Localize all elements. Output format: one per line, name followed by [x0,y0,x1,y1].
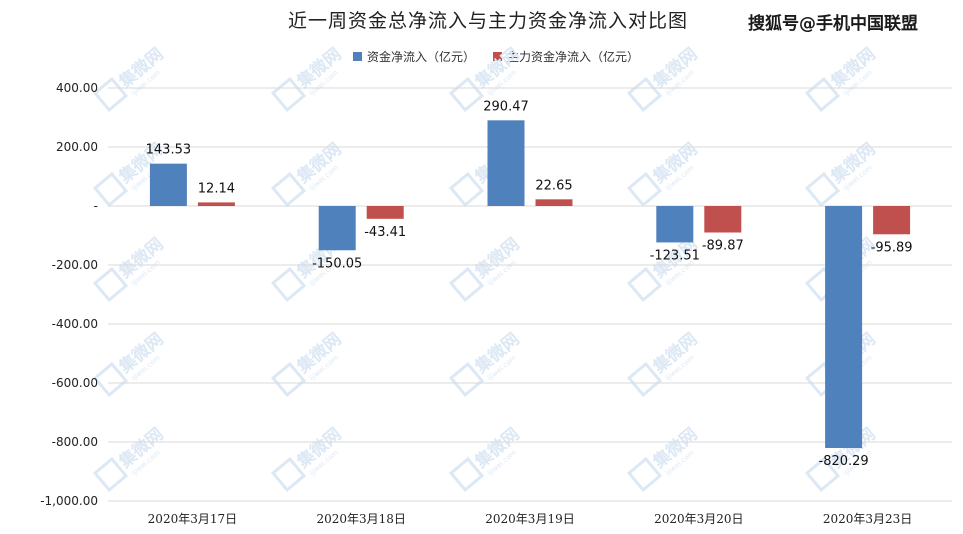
y-tick-label: -600.00 [52,376,98,390]
legend-item-series-2: 主力资金净流入（亿元） [493,48,639,65]
watermark-box [448,171,485,208]
watermark-box [626,266,663,303]
x-tick-label: 2020年3月20日 [654,512,743,526]
bar-2-2 [366,206,404,219]
y-tick-label: -400.00 [52,317,98,331]
watermark-box [92,456,129,493]
data-label: -820.29 [819,454,869,469]
watermark-box [92,76,129,113]
watermark-box [92,361,129,398]
watermark-box [804,171,841,208]
x-tick-label: 2020年3月18日 [316,512,405,526]
bar-2-1 [197,202,235,206]
watermark-box [270,361,307,398]
watermark-box [270,266,307,303]
watermark-box [626,361,663,398]
bar-2-5 [873,206,911,235]
data-label: 143.53 [146,143,192,158]
data-label: -43.41 [364,225,406,240]
watermark-box [270,456,307,493]
data-label: 22.65 [535,178,572,193]
bar-1-4 [656,206,694,243]
legend: 资金净流入（亿元） 主力资金净流入（亿元） [353,48,639,65]
bar-1-1 [149,163,187,206]
watermark-box [448,361,485,398]
source-label: 搜狐号@手机中国联盟 [748,14,918,34]
bar-1-5 [825,206,863,448]
watermark-box [448,76,485,113]
bar-1-2 [318,206,356,251]
legend-swatch-series-1 [353,52,362,61]
watermark-box [626,76,663,113]
bar-1-3 [487,120,525,206]
data-label: 290.47 [483,99,529,114]
x-tick-label: 2020年3月17日 [148,512,237,526]
watermark-box [448,456,485,493]
data-label: 12.14 [198,181,235,196]
legend-label-series-2: 主力资金净流入（亿元） [507,50,640,64]
watermark-box [626,456,663,493]
y-tick-label: 400.00 [56,81,98,95]
data-label: -89.87 [702,239,744,254]
legend-label-series-1: 资金净流入（亿元） [367,50,476,64]
watermark-box [626,171,663,208]
x-tick-label: 2020年3月23日 [823,512,912,526]
data-label: -95.89 [871,240,913,255]
legend-swatch-series-2 [493,52,503,61]
watermark-box [92,266,129,303]
legend-item-series-1: 资金净流入（亿元） [353,48,475,65]
chart-title: 近一周资金总净流入与主力资金净流入对比图 [288,10,689,32]
watermark-box [270,171,307,208]
y-tick-label: -800.00 [52,435,98,449]
y-tick-label: 200.00 [56,140,98,154]
y-tick-label: - [94,199,98,213]
watermark-box [270,76,307,113]
x-tick-label: 2020年3月19日 [485,512,574,526]
y-tick-label: -1,000.00 [40,494,98,508]
bar-2-4 [704,206,742,233]
data-label: -123.51 [650,248,700,263]
watermark-box [92,171,129,208]
watermark-box [448,266,485,303]
watermark-box [804,76,841,113]
y-tick-label: -200.00 [52,258,98,272]
data-label: -150.05 [312,256,362,271]
bar-2-3 [535,199,573,206]
watermark-box [804,456,841,493]
